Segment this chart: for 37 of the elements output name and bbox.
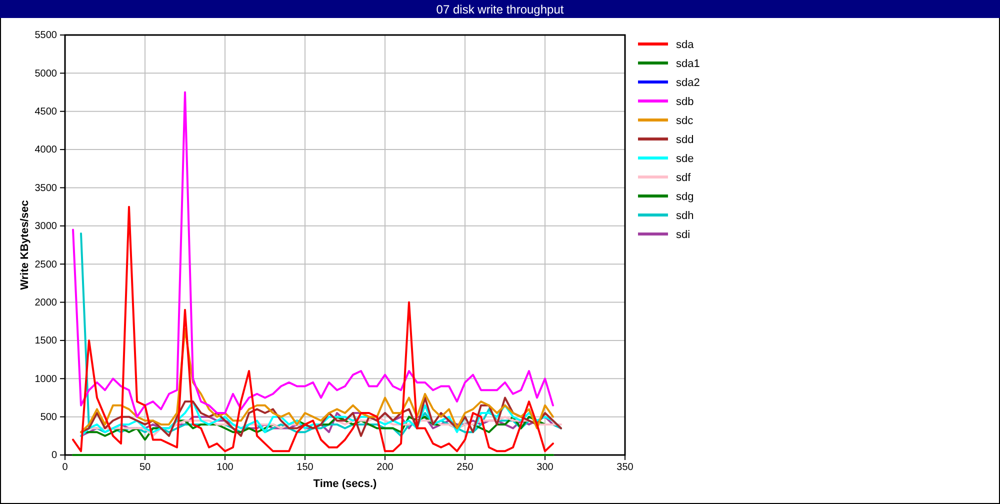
- line-series: [72, 206, 554, 452]
- y-tick-label: 0: [51, 450, 58, 462]
- x-tick-label: 50: [139, 462, 151, 474]
- x-tick-label: 150: [296, 462, 314, 474]
- legend-label: sde: [676, 153, 694, 165]
- y-tick-label: 2000: [34, 297, 58, 308]
- line-series: [80, 328, 554, 434]
- x-tick-label: 350: [616, 462, 634, 474]
- legend-label: sdc: [676, 115, 694, 127]
- line-series: [72, 91, 554, 418]
- legend-label: sda2: [676, 77, 700, 89]
- y-tick-label: 4500: [34, 106, 58, 118]
- y-tick-label: 3000: [34, 221, 58, 232]
- legend-label: sda1: [676, 58, 700, 70]
- y-tick-label: 5500: [34, 30, 58, 42]
- legend-label: sdh: [676, 210, 694, 222]
- y-axis-title: Write KBytes/sec: [19, 200, 31, 290]
- y-tick-label: 5000: [34, 68, 58, 80]
- legend-label: sdg: [676, 191, 694, 203]
- x-tick-label: 200: [376, 462, 394, 474]
- y-tick-label: 3500: [34, 182, 58, 194]
- y-tick-label: 1500: [34, 336, 58, 347]
- legend-label: sdi: [676, 229, 690, 241]
- y-tick-label: 1000: [34, 374, 58, 385]
- legend-label: sda: [676, 39, 695, 51]
- x-tick-label: 250: [456, 462, 474, 474]
- x-tick-label: 100: [216, 462, 234, 474]
- legend-label: sdb: [676, 96, 694, 108]
- x-tick-label: 0: [62, 462, 68, 474]
- x-tick-label: 300: [536, 462, 554, 474]
- chart-title: 07 disk write throughput: [436, 2, 564, 16]
- legend-label: sdd: [676, 134, 694, 146]
- y-tick-label: 2500: [34, 259, 58, 270]
- y-tick-label: 500: [40, 412, 58, 424]
- y-tick-label: 4000: [34, 144, 58, 156]
- legend-label: sdf: [676, 172, 692, 184]
- x-axis-title: Time (secs.): [313, 478, 378, 490]
